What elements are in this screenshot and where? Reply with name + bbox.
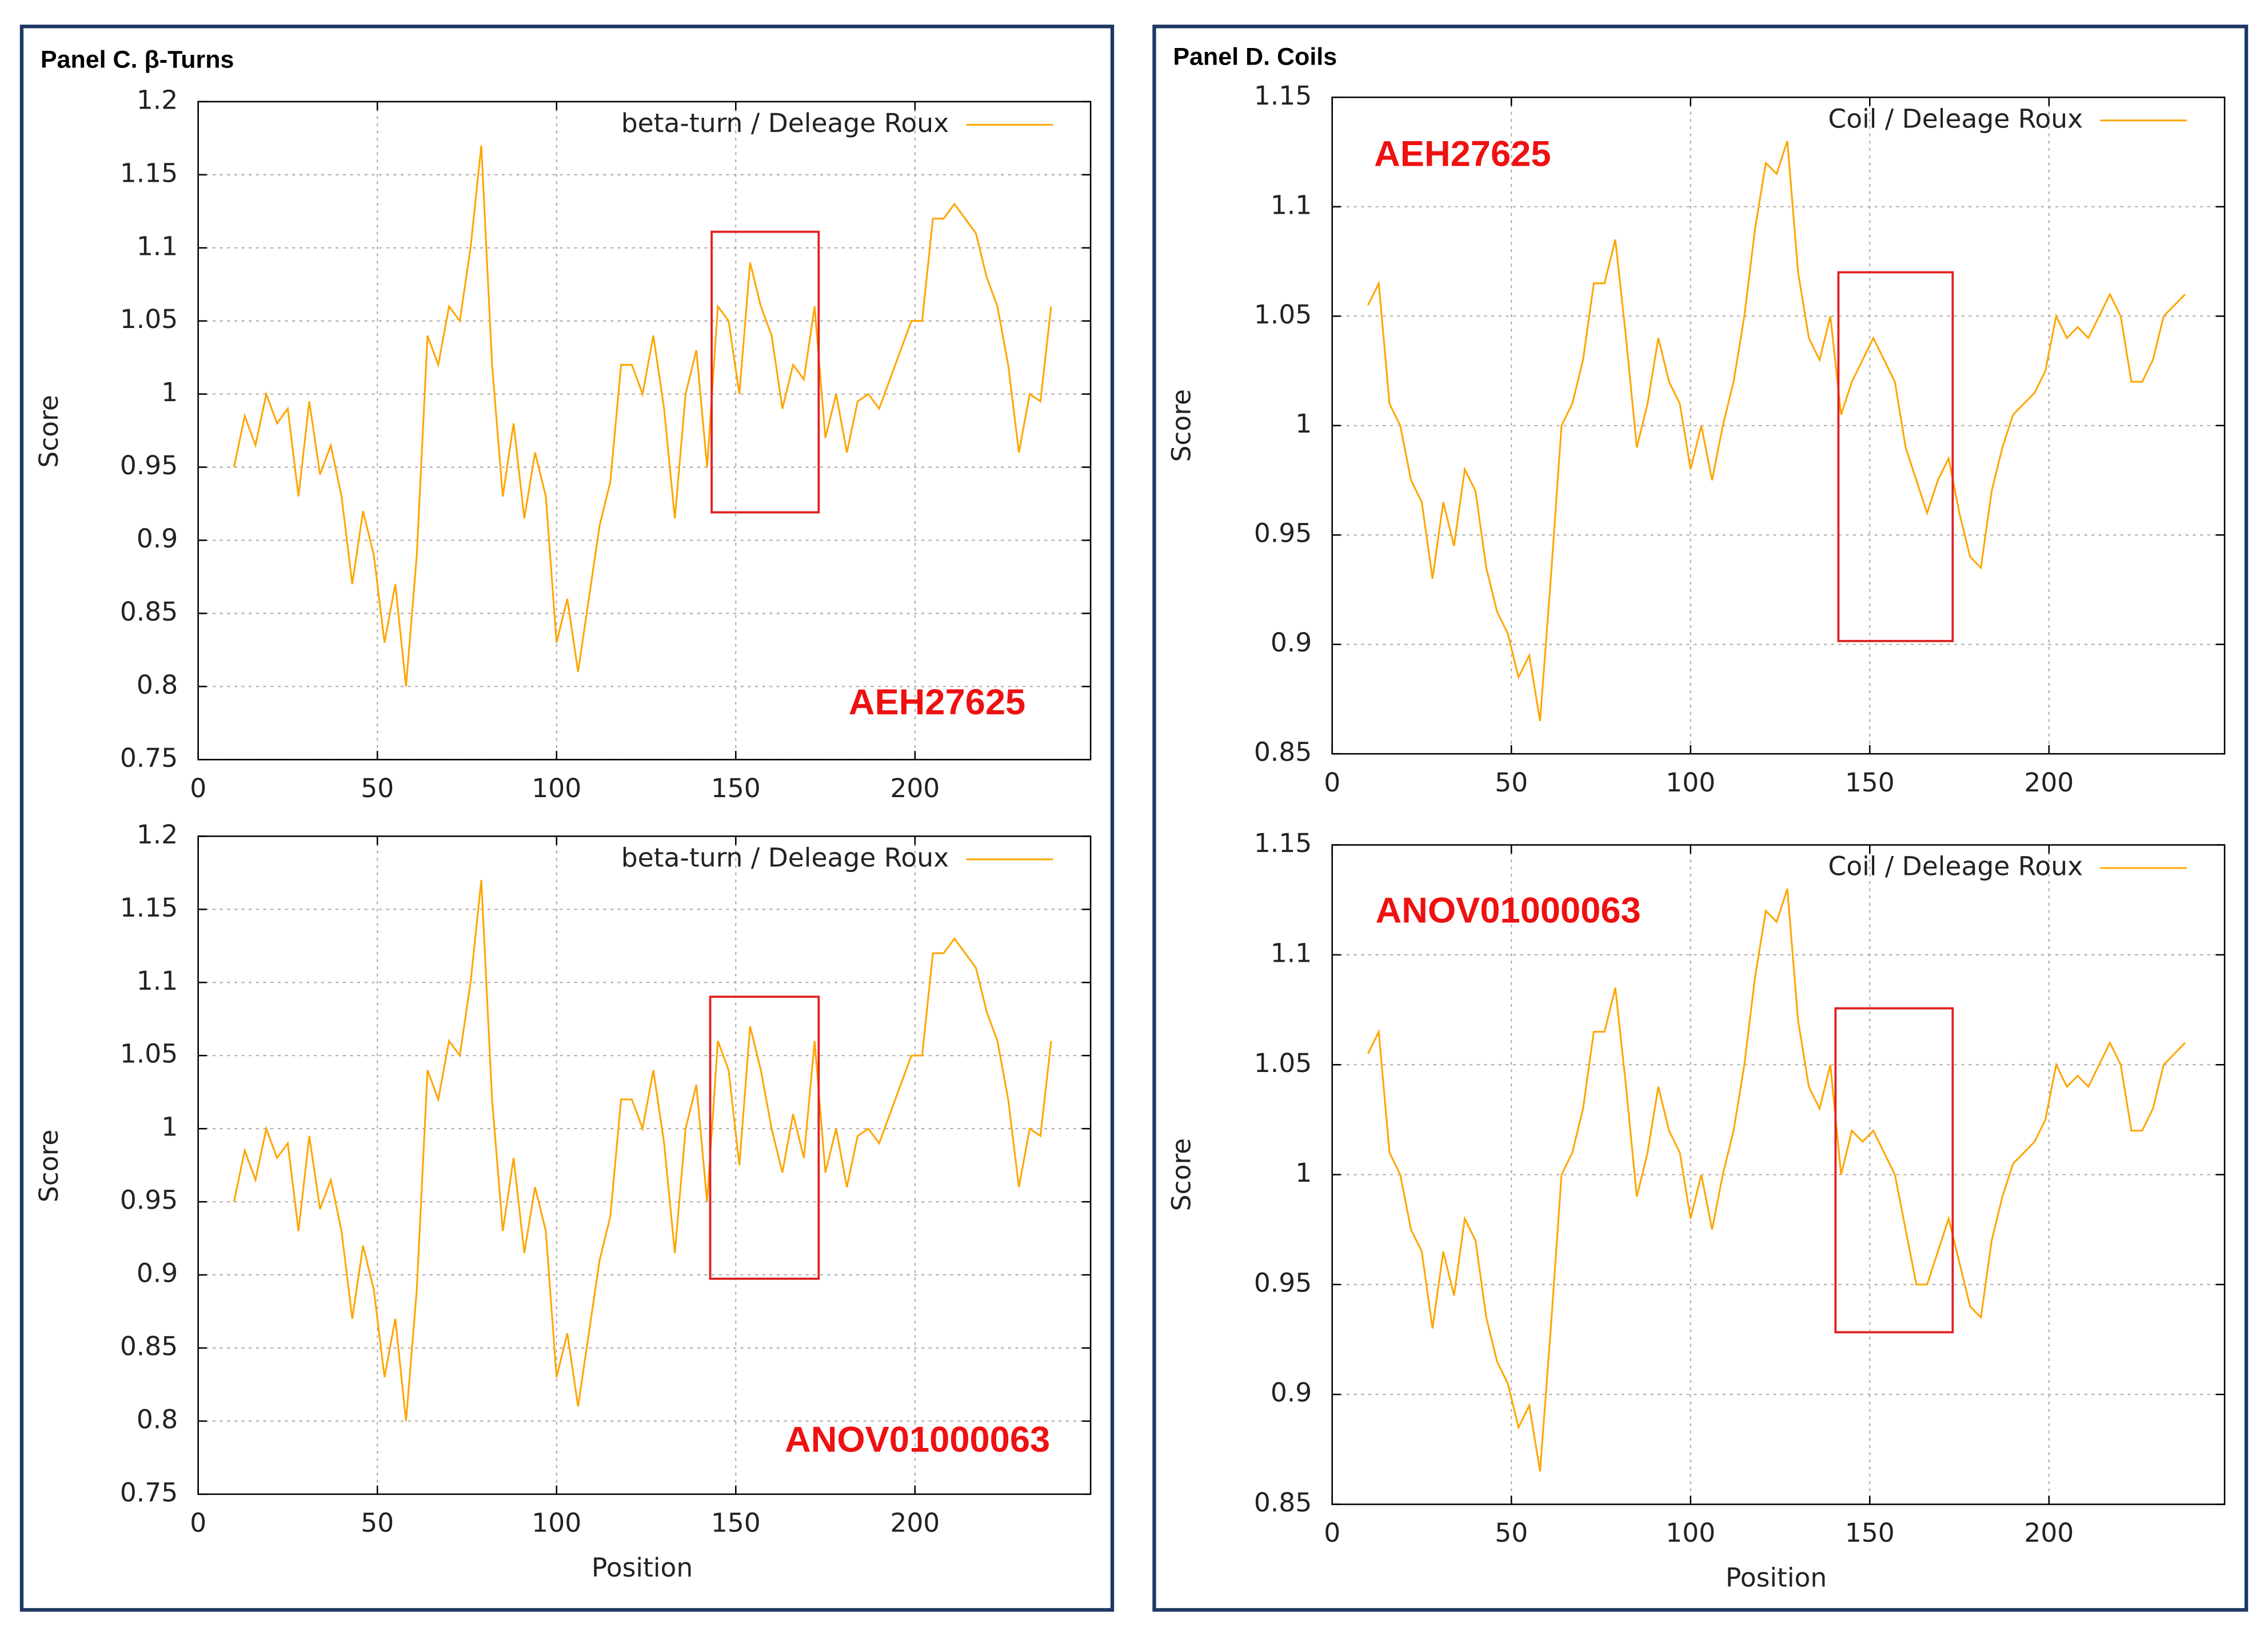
y-tick-label: 1: [161, 377, 178, 407]
y-tick-label: 1: [161, 1112, 178, 1142]
y-tick-label: 1.05: [1254, 1048, 1312, 1078]
y-tick-label: 0.8: [137, 1404, 178, 1434]
y-tick-label: 0.75: [120, 1477, 178, 1507]
x-tick-label: 200: [890, 1508, 940, 1538]
y-tick-label: 0.85: [120, 597, 178, 627]
panel-title: Panel C. β-Turns: [41, 46, 234, 73]
y-tick-label: 1.05: [120, 304, 178, 334]
legend-label: beta-turn / Deleage Roux: [621, 108, 949, 138]
data-line: [233, 145, 1052, 687]
y-tick-label: 1.1: [1271, 190, 1312, 220]
legend-label: beta-turn / Deleage Roux: [621, 842, 949, 873]
y-axis-label: Score: [1167, 389, 1197, 462]
y-tick-label: 1.1: [137, 231, 178, 261]
x-tick-label: 150: [1845, 1518, 1895, 1548]
x-axis-label: Position: [1726, 1563, 1827, 1593]
x-tick-label: 200: [2024, 767, 2074, 798]
y-tick-label: 0.95: [120, 1185, 178, 1215]
y-axis-label: Score: [34, 1130, 64, 1203]
y-axis-label: Score: [34, 395, 64, 468]
y-tick-label: 0.85: [120, 1331, 178, 1361]
x-tick-label: 150: [1845, 767, 1895, 798]
y-tick-label: 1: [1295, 1158, 1312, 1188]
x-tick-label: 150: [711, 773, 761, 803]
y-tick-label: 1.15: [1254, 81, 1312, 111]
y-tick-label: 1.2: [137, 819, 178, 850]
annotation: ANOV01000063: [1376, 890, 1641, 930]
annotation: AEH27625: [849, 682, 1025, 722]
y-tick-label: 0.85: [1254, 737, 1312, 767]
x-tick-label: 200: [2024, 1518, 2074, 1548]
x-tick-label: 50: [1495, 1518, 1528, 1548]
y-tick-label: 1.15: [120, 893, 178, 923]
plot-frame: [197, 835, 1092, 1495]
legend-label: Coil / Deleage Roux: [1828, 851, 2083, 882]
x-tick-label: 0: [1324, 767, 1340, 798]
y-axis-label: Score: [1167, 1138, 1197, 1211]
y-tick-label: 1: [1295, 409, 1312, 439]
x-tick-label: 100: [532, 773, 581, 803]
y-tick-label: 0.9: [1271, 1378, 1312, 1408]
plot-frame: [1331, 97, 2226, 755]
x-tick-label: 100: [1666, 1518, 1715, 1548]
x-tick-label: 100: [1666, 767, 1715, 798]
x-tick-label: 0: [190, 773, 206, 803]
y-tick-label: 1.15: [120, 158, 178, 188]
panel-border: [19, 25, 1115, 1612]
y-tick-label: 0.9: [1271, 627, 1312, 658]
y-tick-label: 0.85: [1254, 1487, 1312, 1518]
y-tick-label: 0.95: [120, 450, 178, 481]
x-tick-label: 200: [890, 773, 940, 803]
y-tick-label: 1.15: [1254, 828, 1312, 858]
data-line: [1367, 889, 2186, 1472]
x-axis-label: Position: [592, 1553, 693, 1583]
plot-frame: [1331, 844, 2226, 1505]
y-tick-label: 0.9: [137, 523, 178, 554]
panel-title: Panel D. Coils: [1173, 43, 1337, 70]
y-tick-label: 0.9: [137, 1258, 178, 1289]
x-tick-label: 150: [711, 1508, 761, 1538]
highlight-box: [710, 230, 820, 514]
y-tick-label: 1.05: [120, 1039, 178, 1069]
y-tick-label: 1.05: [1254, 299, 1312, 330]
annotation: ANOV01000063: [785, 1419, 1050, 1459]
y-tick-label: 1.1: [137, 966, 178, 996]
x-tick-label: 0: [1324, 1518, 1340, 1548]
y-tick-label: 1.2: [137, 85, 178, 115]
x-tick-label: 50: [361, 1508, 394, 1538]
x-tick-label: 50: [361, 773, 394, 803]
annotation: AEH27625: [1374, 134, 1551, 174]
y-tick-label: 0.8: [137, 670, 178, 700]
highlight-box: [709, 995, 820, 1280]
y-tick-label: 1.1: [1271, 938, 1312, 968]
x-tick-label: 0: [190, 1508, 206, 1538]
y-tick-label: 0.95: [1254, 518, 1312, 549]
y-tick-label: 0.95: [1254, 1267, 1312, 1298]
highlight-box: [1834, 1007, 1954, 1334]
panel-border: [1152, 25, 2249, 1612]
plot-frame: [197, 101, 1092, 761]
data-line: [233, 880, 1052, 1422]
highlight-box: [1837, 271, 1954, 642]
x-tick-label: 100: [532, 1508, 581, 1538]
legend-label: Coil / Deleage Roux: [1828, 103, 2083, 134]
y-tick-label: 0.75: [120, 743, 178, 773]
x-tick-label: 50: [1495, 767, 1528, 798]
data-line: [1367, 141, 2186, 721]
